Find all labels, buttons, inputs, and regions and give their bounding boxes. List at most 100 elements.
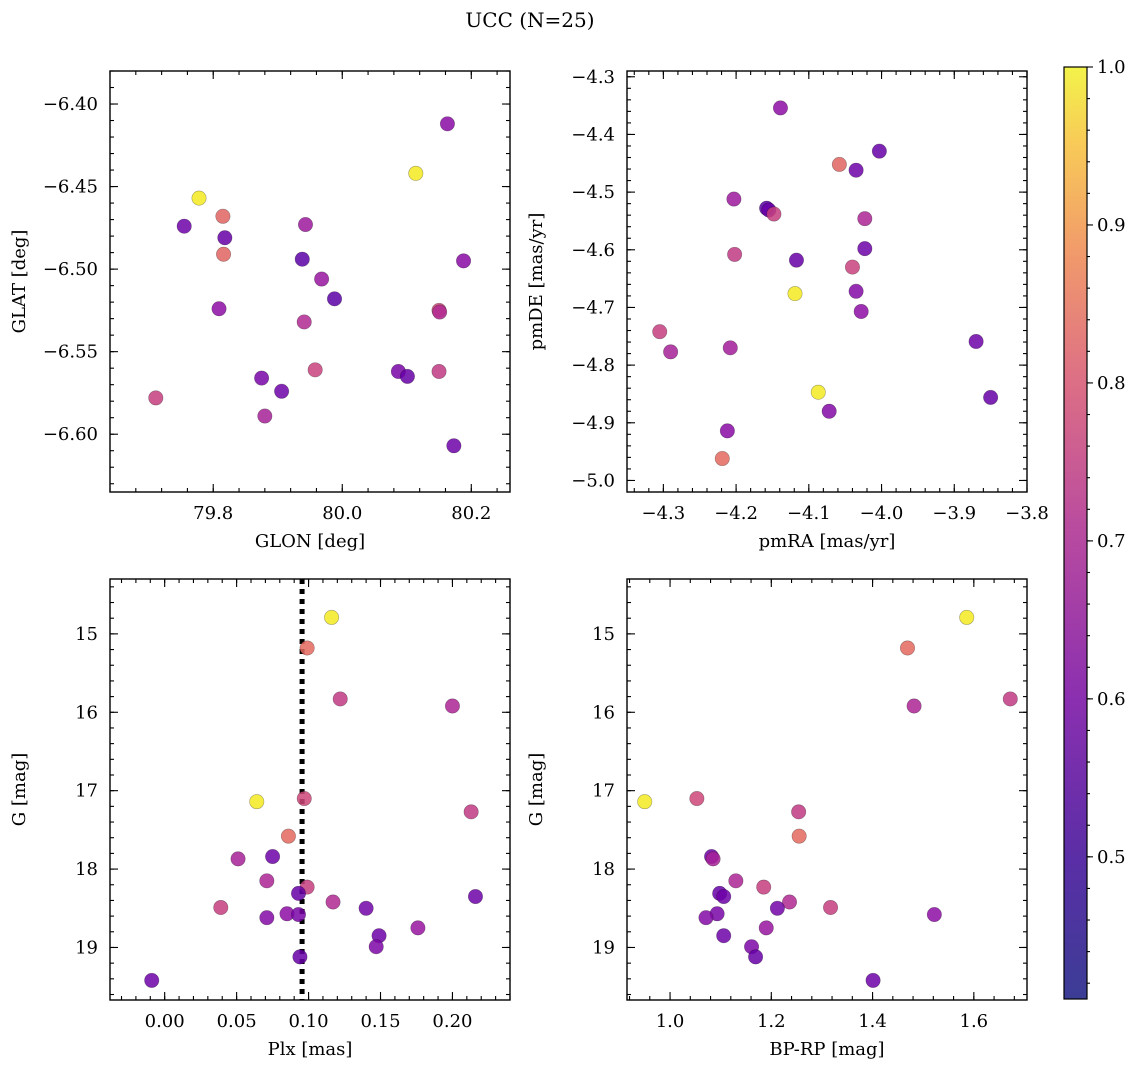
scatter-point: [848, 283, 864, 299]
scatter-point: [456, 253, 472, 269]
colorbar: 0.5 0.6 0.7 0.8 0.9 1.0: [1063, 57, 1126, 1000]
x-tick-label: −3.8: [1005, 503, 1049, 524]
y-axis-label: G [mag]: [526, 753, 547, 826]
scatter-point: [705, 851, 721, 867]
scatter-point: [410, 920, 426, 936]
colorbar-tick-label: 1.0: [1097, 57, 1126, 78]
scatter-point: [274, 383, 290, 399]
x-tick-label: 0.05: [217, 1011, 257, 1032]
y-tick-label: −6.45: [43, 177, 98, 198]
x-tick-label: 1.6: [960, 1011, 989, 1032]
scatter-point: [290, 907, 306, 923]
y-tick-label: −6.40: [43, 94, 98, 115]
scatter-point: [782, 894, 798, 910]
x-axis-label: Plx [mas]: [268, 1039, 353, 1060]
x-tick-label: −4.0: [860, 503, 904, 524]
y-tick-label: 17: [75, 781, 98, 802]
scatter-point: [290, 885, 306, 901]
x-tick-label: −3.9: [932, 503, 976, 524]
y-tick-label: 19: [592, 937, 615, 958]
y-tick-label: −6.60: [43, 424, 98, 445]
colorbar-tick-label: 0.5: [1097, 847, 1126, 868]
scatter-point: [766, 206, 782, 222]
x-tick-label: 1.0: [656, 1011, 685, 1032]
minor-ticks: [627, 579, 1027, 1000]
x-tick-label: 0.10: [289, 1011, 329, 1032]
y-tick-label: −4.3: [571, 67, 615, 88]
x-tick-label: 0.15: [360, 1011, 400, 1032]
y-tick-label: 15: [592, 624, 615, 645]
scatter-point: [769, 900, 785, 916]
scatter-point: [259, 873, 275, 889]
axes-frame: [109, 578, 511, 1001]
scatter-point: [213, 899, 229, 915]
x-tick-label: −4.3: [642, 503, 686, 524]
scatter-point: [265, 849, 281, 865]
scatter-point: [823, 899, 839, 915]
scatter-point: [857, 241, 873, 257]
scatter-point: [332, 691, 348, 707]
scatter-point: [297, 217, 313, 233]
y-tick-label: 16: [75, 702, 98, 723]
scatter-point: [259, 910, 275, 926]
scatter-point: [728, 873, 744, 889]
colorbar-gradient: [1063, 66, 1088, 1000]
scatter-point: [431, 363, 447, 379]
colorbar-tick-label: 0.8: [1097, 373, 1126, 394]
scatter-point: [722, 340, 738, 356]
y-tick-label: −5.0: [571, 470, 615, 491]
scatter-points: [148, 116, 472, 454]
scatter-point: [926, 907, 942, 923]
scatter-point: [446, 438, 462, 454]
scatter-point: [983, 389, 999, 405]
scatter-point: [756, 879, 772, 895]
y-tick-label: −4.6: [571, 240, 615, 261]
x-tick-label: 80.0: [322, 503, 362, 524]
scatter-points: [144, 609, 483, 988]
scatter-point: [726, 191, 742, 207]
scatter-point: [296, 791, 312, 807]
x-tick-label: 0.00: [145, 1011, 185, 1032]
y-tick-label: −4.9: [571, 413, 615, 434]
scatter-point: [307, 362, 323, 378]
scatter-point: [144, 972, 160, 988]
scatter-point: [467, 889, 483, 905]
y-tick-label: 19: [75, 937, 98, 958]
minor-ticks: [109, 70, 510, 492]
scatter-point: [663, 344, 679, 360]
axes-frame: [626, 578, 1028, 1001]
x-tick-label: 1.4: [858, 1011, 887, 1032]
scatter-point: [463, 804, 479, 820]
y-axis-label: GLAT [deg]: [9, 230, 30, 334]
scatter-point: [257, 408, 273, 424]
panel-1: 79.8 80.0 80.2 −6.60 −6.55 −6.50 −6.45 −6.40 GLO…: [9, 70, 511, 552]
minor-ticks: [627, 71, 1028, 492]
scatter-point: [791, 828, 807, 844]
scatter-point: [176, 218, 192, 234]
x-tick-label: 1.2: [757, 1011, 786, 1032]
scatter-point: [254, 370, 270, 386]
scatter-point: [652, 324, 668, 340]
x-tick-label: 80.2: [451, 503, 491, 524]
scatter-point: [211, 301, 227, 317]
scatter-point: [959, 609, 975, 625]
scatter-point: [325, 894, 341, 910]
x-axis-label: BP-RP [mag]: [769, 1039, 884, 1060]
scatter-point: [821, 403, 837, 419]
axes-frame: [626, 70, 1028, 493]
y-tick-label: 18: [592, 859, 615, 880]
scatter-point: [368, 939, 384, 955]
y-tick-label: 15: [75, 624, 98, 645]
scatter-point: [280, 828, 296, 844]
scatter-point: [714, 451, 730, 467]
scatter-point: [857, 211, 873, 227]
scatter-point: [787, 286, 803, 302]
scatter-point: [299, 640, 315, 656]
scatter-point: [853, 303, 869, 319]
y-tick-label: 16: [592, 702, 615, 723]
scatter-point: [324, 609, 340, 625]
scatter-point: [314, 271, 330, 287]
x-tick-label: −4.1: [787, 503, 831, 524]
panel-3: 0.00 0.05 0.10 0.15 0.20 15 16 17 18 19 Plx [mas] G…: [9, 578, 511, 1060]
scatter-point: [689, 791, 705, 807]
